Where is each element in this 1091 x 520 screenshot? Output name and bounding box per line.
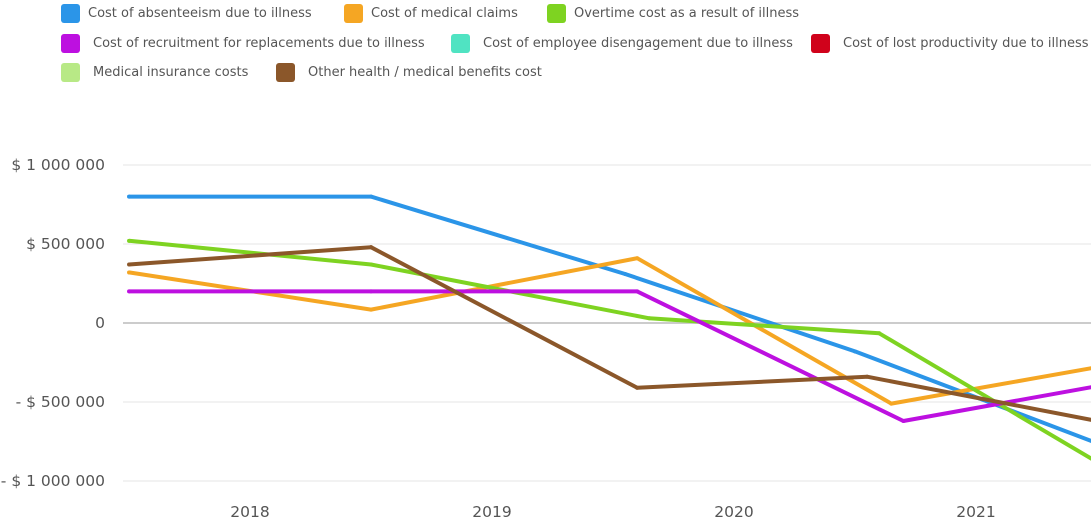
data-point[interactable] — [889, 401, 894, 406]
data-point[interactable] — [369, 262, 373, 267]
y-tick-label: - $ 500 000 — [16, 393, 105, 411]
legend-item[interactable]: Cost of medical claims — [344, 3, 518, 23]
data-point[interactable] — [647, 316, 652, 321]
y-tick-label: $ 1 000 000 — [11, 156, 105, 174]
legend-item[interactable]: Cost of employee disengagement due to il… — [451, 33, 793, 53]
series-line[interactable] — [128, 238, 1091, 462]
x-tick-label: 2019 — [472, 503, 511, 520]
legend-label: Cost of absenteeism due to illness — [88, 5, 312, 21]
legend-swatch — [61, 3, 80, 23]
data-point[interactable] — [127, 270, 131, 275]
legend-label: Cost of employee disengagement due to il… — [483, 35, 793, 51]
data-point[interactable] — [369, 289, 373, 294]
data-point[interactable] — [127, 289, 131, 294]
legend-swatch — [344, 3, 363, 23]
data-point[interactable] — [369, 307, 373, 312]
legend-label: Cost of recruitment for replacements due… — [93, 35, 425, 51]
series-lines — [127, 194, 1091, 462]
data-point[interactable] — [127, 238, 131, 243]
data-point[interactable] — [127, 194, 131, 199]
data-point[interactable] — [901, 418, 906, 423]
chart-legend: Cost of absenteeism due to illness Cost o… — [0, 0, 1091, 90]
legend-item[interactable]: Cost of recruitment for replacements due… — [61, 33, 425, 53]
legend-label: Overtime cost as a result of illness — [574, 5, 800, 21]
y-tick-label: $ 500 000 — [26, 235, 105, 253]
legend-swatch — [61, 62, 80, 82]
legend-swatch — [547, 3, 566, 23]
legend-item[interactable]: Overtime cost as a result of illness — [547, 3, 799, 23]
legend-label: Medical insurance costs — [93, 64, 249, 80]
data-point[interactable] — [635, 385, 640, 390]
data-point[interactable] — [865, 374, 870, 379]
data-point[interactable] — [369, 194, 373, 199]
legend-item[interactable]: Cost of absenteeism due to illness — [61, 3, 312, 23]
y-tick-label: - $ 1 000 000 — [1, 472, 105, 490]
x-tick-label: 2018 — [230, 503, 269, 520]
data-point[interactable] — [369, 245, 373, 250]
data-point[interactable] — [127, 262, 131, 267]
series-line[interactable] — [128, 256, 1091, 406]
y-tick-label: 0 — [95, 314, 105, 332]
data-point[interactable] — [635, 289, 640, 294]
legend-swatch — [451, 33, 470, 53]
legend-label: Cost of lost productivity due to illness — [843, 35, 1089, 51]
data-point[interactable] — [877, 331, 882, 336]
data-point[interactable] — [853, 349, 857, 354]
y-axis-labels: $ 1 000 000 $ 500 000 0 - $ 500 000 - $ 1 00… — [1, 156, 105, 490]
x-axis-labels: 2018 2019 2020 2021 — [230, 503, 995, 520]
legend-item[interactable]: Other health / medical benefits cost — [276, 62, 542, 82]
data-point[interactable] — [623, 272, 628, 277]
legend-item[interactable]: Cost of lost productivity due to illness — [811, 33, 1089, 53]
x-tick-label: 2021 — [956, 503, 995, 520]
series-line[interactable] — [129, 194, 1091, 444]
legend-label: Other health / medical benefits cost — [308, 64, 542, 80]
legend-swatch — [811, 33, 830, 53]
legend-label: Cost of medical claims — [371, 5, 518, 21]
legend-item[interactable]: Medical insurance costs — [61, 62, 248, 82]
data-point[interactable] — [635, 256, 640, 261]
x-tick-label: 2020 — [714, 503, 753, 520]
legend-swatch — [276, 62, 295, 82]
legend-swatch — [61, 33, 80, 53]
gridlines — [123, 164, 1091, 482]
